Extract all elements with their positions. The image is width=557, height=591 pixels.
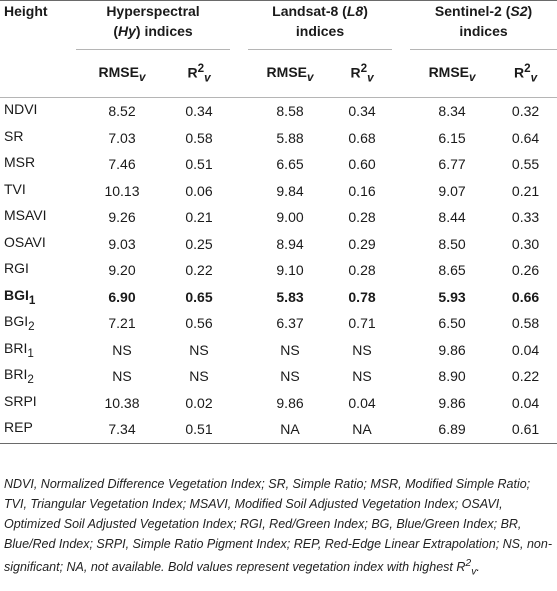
results-table: Height Hyperspectral (Hy) indices Landsa… <box>0 0 557 444</box>
metric-header-row: RMSEv R2v RMSEv R2v RMSEv R2v <box>0 49 557 98</box>
table-row: MSR 7.46 0.51 6.65 0.60 6.77 0.55 <box>4 154 540 173</box>
table-row: BGI2 7.21 0.56 6.37 0.71 6.50 0.58 <box>4 313 540 334</box>
table-row: BRI1 NS NS NS NS 9.86 0.04 <box>4 339 540 360</box>
table-row: RGI 9.20 0.22 9.10 0.28 8.65 0.26 <box>4 260 540 279</box>
table-row: NDVI 8.52 0.34 8.58 0.34 8.34 0.32 <box>4 101 540 120</box>
table-row: OSAVI 9.03 0.25 8.94 0.29 8.50 0.30 <box>4 233 540 252</box>
table-row: SR 7.03 0.58 5.88 0.68 6.15 0.64 <box>4 127 540 146</box>
l8-r2-header: R2v <box>332 49 393 98</box>
table-row: TVI 10.13 0.06 9.84 0.16 9.07 0.21 <box>4 180 540 199</box>
table-row: REP 7.34 0.51 NA NA 6.89 0.61 <box>0 416 557 444</box>
s2-rmse-header: RMSEv <box>410 49 495 98</box>
table-footnote: NDVI, Normalized Difference Vegetation I… <box>4 477 552 578</box>
group-header-row: Height Hyperspectral (Hy) indices Landsa… <box>0 0 557 50</box>
table-row: SRPI 10.38 0.02 9.86 0.04 9.86 0.04 <box>4 392 540 411</box>
table-row-highlight: BGI1 6.90 0.65 5.83 0.78 5.93 0.66 <box>4 286 540 307</box>
l8-rmse-header: RMSEv <box>248 49 333 98</box>
hy-rmse-header: RMSEv <box>76 49 168 98</box>
hy-r2-header: R2v <box>168 49 231 98</box>
l8-group-header: Landsat-8 (L8) indices <box>248 0 393 50</box>
height-header: Height <box>4 3 48 19</box>
s2-r2-header: R2v <box>494 49 557 98</box>
table-row: MSAVI 9.26 0.21 9.00 0.28 8.44 0.33 <box>4 207 540 226</box>
s2-group-header: Sentinel-2 (S2) indices <box>410 0 557 50</box>
hy-group-header: Hyperspectral (Hy) indices <box>76 0 231 50</box>
table-row: BRI2 NS NS NS NS 8.90 0.22 <box>4 366 540 387</box>
